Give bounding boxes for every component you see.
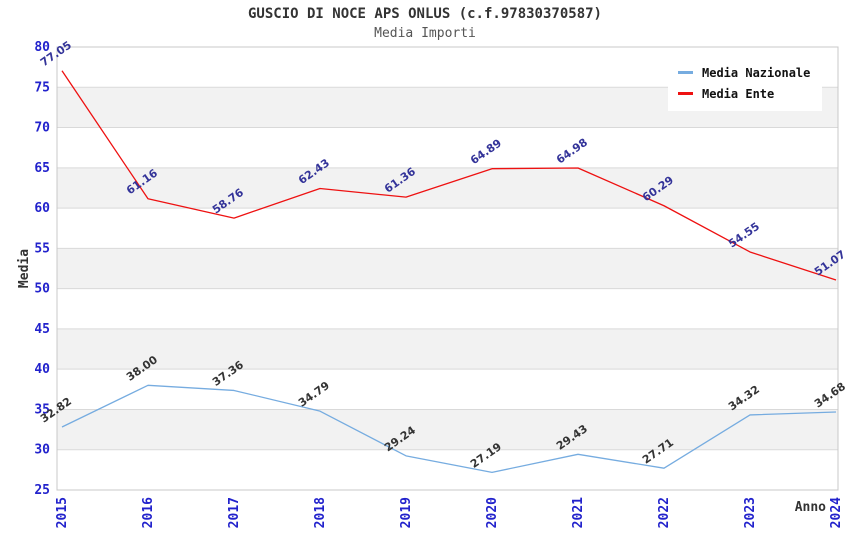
y-tick-label: 45 bbox=[34, 322, 50, 337]
line-marker-icon bbox=[678, 92, 693, 95]
x-tick-label: 2015 bbox=[55, 497, 70, 528]
y-tick-label: 55 bbox=[34, 241, 50, 256]
x-tick-label: 2021 bbox=[571, 497, 586, 528]
data-label-media-nazionale: 34.79 bbox=[296, 379, 332, 410]
grid-band bbox=[57, 328, 838, 370]
x-tick-label: 2017 bbox=[227, 497, 242, 528]
y-tick-label: 75 bbox=[34, 80, 50, 95]
legend-label-media-nazionale: Media Nazionale bbox=[702, 65, 811, 80]
y-tick-label: 50 bbox=[34, 282, 50, 297]
data-label-media-ente: 64.89 bbox=[468, 137, 504, 168]
x-tick-label: 2019 bbox=[399, 497, 414, 528]
y-tick-label: 65 bbox=[34, 161, 50, 176]
y-tick-label: 35 bbox=[34, 402, 50, 417]
data-label-media-ente: 54.55 bbox=[726, 220, 762, 251]
line-media-nazionale bbox=[61, 384, 837, 474]
data-label-media-ente: 64.98 bbox=[554, 136, 590, 167]
grid-band bbox=[57, 248, 838, 289]
legend-item-media-ente: Media Ente bbox=[678, 83, 810, 104]
y-tick-label: 40 bbox=[34, 362, 50, 377]
x-tick-label: 2018 bbox=[313, 497, 328, 528]
y-tick-label: 25 bbox=[34, 483, 50, 498]
x-tick-label: 2022 bbox=[657, 497, 672, 528]
chart-title: GUSCIO DI NOCE APS ONLUS (c.f.9783037058… bbox=[247, 6, 602, 22]
y-axis-title: Media bbox=[17, 249, 32, 288]
y-tick-label: 60 bbox=[34, 201, 50, 216]
y-tick-label: 30 bbox=[34, 443, 50, 458]
grid-band bbox=[57, 167, 838, 209]
data-label-media-nazionale: 34.68 bbox=[812, 380, 848, 411]
legend: Media Nazionale Media Ente bbox=[668, 57, 823, 111]
x-tick-label: 2016 bbox=[141, 497, 156, 528]
legend-label-media-ente: Media Ente bbox=[702, 86, 775, 101]
y-tick-label: 80 bbox=[34, 40, 50, 55]
y-tick-label: 70 bbox=[34, 121, 50, 136]
x-tick-label: 2023 bbox=[743, 497, 758, 528]
plot-border bbox=[56, 46, 839, 491]
x-tick-label: 2020 bbox=[485, 497, 500, 528]
x-axis-title: Anno bbox=[795, 500, 826, 515]
line-media-ente bbox=[61, 70, 837, 281]
grid-band bbox=[57, 409, 838, 450]
legend-item-media-nazionale: Media Nazionale bbox=[678, 62, 810, 83]
x-tick-label: 2024 bbox=[829, 497, 844, 528]
data-label-media-nazionale: 34.32 bbox=[726, 383, 762, 414]
line-marker-icon bbox=[678, 71, 693, 74]
chart-subtitle: Media Importi bbox=[374, 26, 476, 41]
